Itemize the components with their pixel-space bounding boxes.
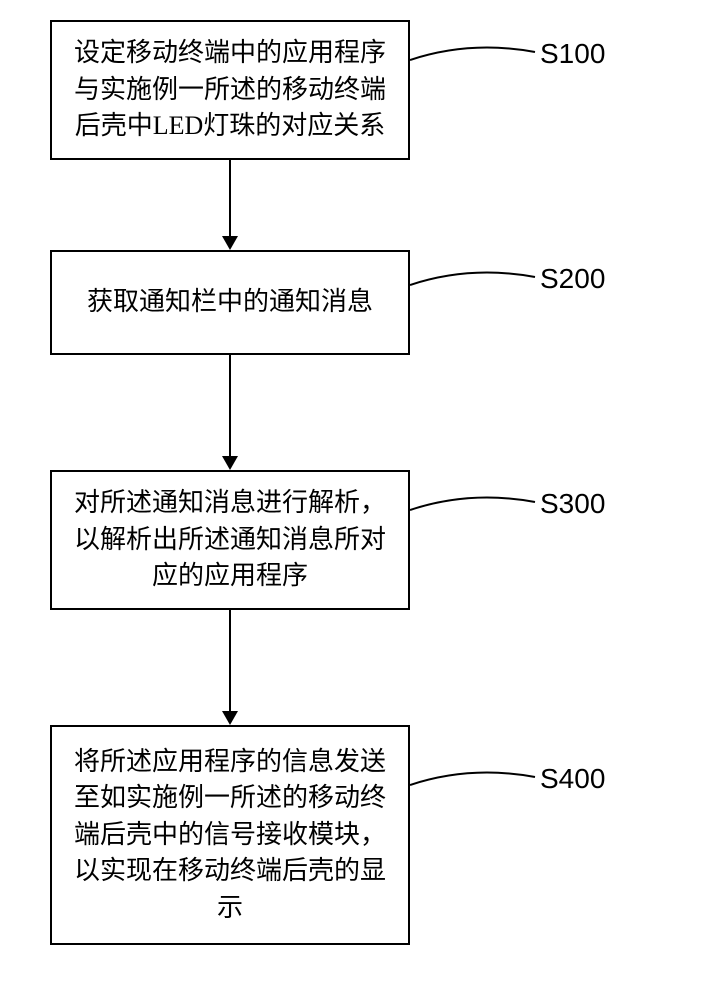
arrow-line [229,160,231,236]
node-label-s400: S400 [540,763,605,795]
node-text: 获取通知栏中的通知消息 [87,284,373,320]
node-text: 设定移动终端中的应用程序与实施例一所述的移动终端后壳中LED灯珠的对应关系 [67,35,393,144]
arrow-head [222,236,238,250]
arrow-head [222,456,238,470]
arrow-head [222,711,238,725]
connector-s400 [410,765,540,805]
node-text: 将所述应用程序的信息发送至如实施例一所述的移动终端后壳中的信号接收模块，以实现在… [67,744,393,926]
flowchart-node-s100: 设定移动终端中的应用程序与实施例一所述的移动终端后壳中LED灯珠的对应关系 [50,20,410,160]
arrow-line [229,355,231,456]
connector-s200 [410,265,540,305]
node-label-s100: S100 [540,38,605,70]
flowchart-node-s200: 获取通知栏中的通知消息 [50,250,410,355]
connector-s100 [410,40,540,80]
flowchart-node-s400: 将所述应用程序的信息发送至如实施例一所述的移动终端后壳中的信号接收模块，以实现在… [50,725,410,945]
flowchart-container: 设定移动终端中的应用程序与实施例一所述的移动终端后壳中LED灯珠的对应关系 S1… [0,0,723,1000]
arrow-line [229,610,231,711]
flowchart-node-s300: 对所述通知消息进行解析，以解析出所述通知消息所对应的应用程序 [50,470,410,610]
node-text: 对所述通知消息进行解析，以解析出所述通知消息所对应的应用程序 [67,485,393,594]
node-label-s300: S300 [540,488,605,520]
node-label-s200: S200 [540,263,605,295]
connector-s300 [410,490,540,530]
